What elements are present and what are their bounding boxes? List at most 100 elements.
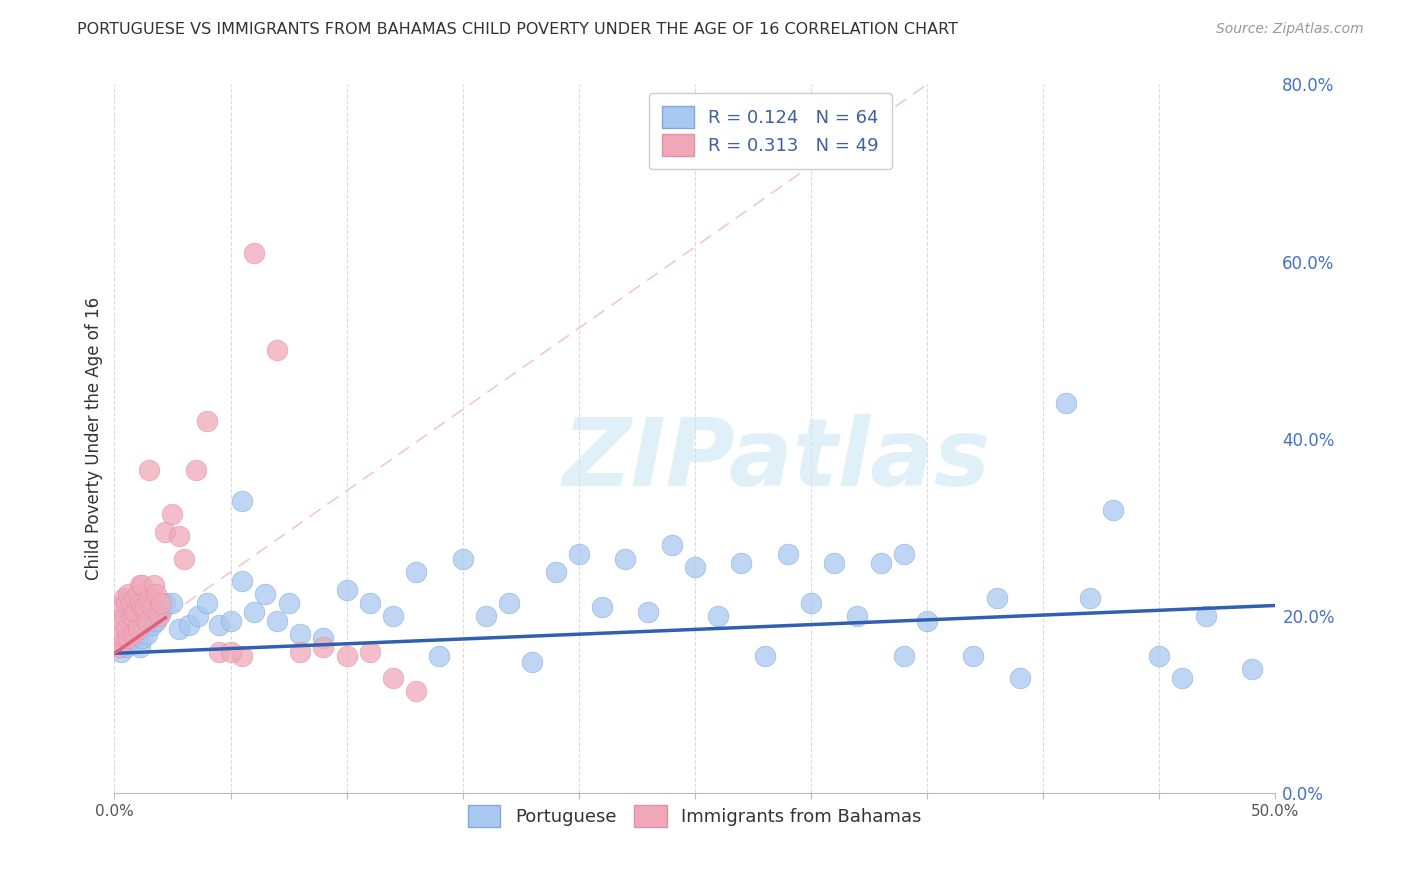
Point bbox=[208, 618, 231, 632]
Point bbox=[155, 524, 177, 539]
Point bbox=[142, 578, 165, 592]
Point bbox=[115, 623, 138, 637]
Point bbox=[1054, 396, 1077, 410]
Text: ZIPatlas: ZIPatlas bbox=[562, 414, 990, 506]
Point bbox=[127, 623, 149, 637]
Point bbox=[568, 547, 591, 561]
Point bbox=[288, 644, 311, 658]
Point bbox=[382, 609, 405, 624]
Point bbox=[149, 596, 172, 610]
Point bbox=[184, 463, 207, 477]
Point bbox=[129, 578, 152, 592]
Point bbox=[169, 623, 191, 637]
Point bbox=[131, 632, 153, 646]
Point bbox=[138, 463, 160, 477]
Point bbox=[986, 591, 1008, 606]
Point bbox=[846, 609, 869, 624]
Legend: Portuguese, Immigrants from Bahamas: Portuguese, Immigrants from Bahamas bbox=[461, 797, 929, 834]
Point bbox=[122, 632, 145, 646]
Point bbox=[707, 609, 730, 624]
Point bbox=[266, 614, 288, 628]
Point bbox=[195, 414, 218, 428]
Point bbox=[141, 618, 163, 632]
Point bbox=[800, 596, 823, 610]
Point bbox=[169, 529, 191, 543]
Point bbox=[131, 578, 153, 592]
Point bbox=[120, 596, 142, 610]
Point bbox=[162, 596, 184, 610]
Point bbox=[105, 636, 128, 650]
Point bbox=[122, 609, 145, 624]
Point bbox=[277, 596, 299, 610]
Point bbox=[115, 640, 138, 654]
Point bbox=[730, 556, 752, 570]
Point bbox=[208, 644, 231, 658]
Point bbox=[134, 600, 156, 615]
Point bbox=[141, 600, 163, 615]
Point bbox=[869, 556, 891, 570]
Point bbox=[117, 632, 139, 646]
Point bbox=[1241, 662, 1264, 676]
Y-axis label: Child Poverty Under the Age of 16: Child Poverty Under the Age of 16 bbox=[86, 297, 103, 581]
Point bbox=[219, 644, 242, 658]
Point bbox=[231, 574, 253, 588]
Point bbox=[1008, 671, 1031, 685]
Point bbox=[231, 648, 253, 663]
Point bbox=[915, 614, 938, 628]
Point bbox=[382, 671, 405, 685]
Point bbox=[108, 640, 131, 654]
Point bbox=[1147, 648, 1170, 663]
Point bbox=[614, 551, 637, 566]
Point bbox=[231, 494, 253, 508]
Point bbox=[288, 627, 311, 641]
Point bbox=[127, 587, 149, 601]
Point bbox=[962, 648, 984, 663]
Point bbox=[148, 609, 170, 624]
Point bbox=[131, 600, 153, 615]
Point bbox=[155, 596, 177, 610]
Point bbox=[124, 591, 146, 606]
Point bbox=[1195, 609, 1218, 624]
Point bbox=[145, 614, 167, 628]
Point bbox=[127, 627, 149, 641]
Point bbox=[129, 640, 152, 654]
Text: Source: ZipAtlas.com: Source: ZipAtlas.com bbox=[1216, 22, 1364, 37]
Point bbox=[110, 600, 132, 615]
Point bbox=[475, 609, 498, 624]
Point bbox=[145, 587, 167, 601]
Point bbox=[336, 648, 359, 663]
Point bbox=[1171, 671, 1194, 685]
Point bbox=[135, 627, 157, 641]
Point bbox=[195, 596, 218, 610]
Point bbox=[129, 596, 152, 610]
Point bbox=[108, 614, 131, 628]
Point bbox=[110, 644, 132, 658]
Point bbox=[138, 591, 160, 606]
Point bbox=[522, 655, 544, 669]
Point bbox=[124, 605, 146, 619]
Point bbox=[498, 596, 520, 610]
Point bbox=[266, 343, 288, 358]
Point bbox=[135, 614, 157, 628]
Point bbox=[405, 684, 427, 698]
Point bbox=[162, 507, 184, 521]
Point bbox=[242, 605, 264, 619]
Point bbox=[451, 551, 474, 566]
Point bbox=[661, 538, 683, 552]
Point bbox=[117, 587, 139, 601]
Point bbox=[173, 551, 195, 566]
Point bbox=[776, 547, 799, 561]
Point bbox=[823, 556, 845, 570]
Point bbox=[149, 605, 172, 619]
Point bbox=[115, 596, 138, 610]
Point bbox=[112, 591, 135, 606]
Point bbox=[112, 609, 135, 624]
Point bbox=[893, 547, 915, 561]
Point bbox=[754, 648, 776, 663]
Point bbox=[219, 614, 242, 628]
Point bbox=[544, 565, 567, 579]
Point bbox=[117, 636, 139, 650]
Point bbox=[359, 644, 381, 658]
Point bbox=[591, 600, 613, 615]
Point bbox=[110, 627, 132, 641]
